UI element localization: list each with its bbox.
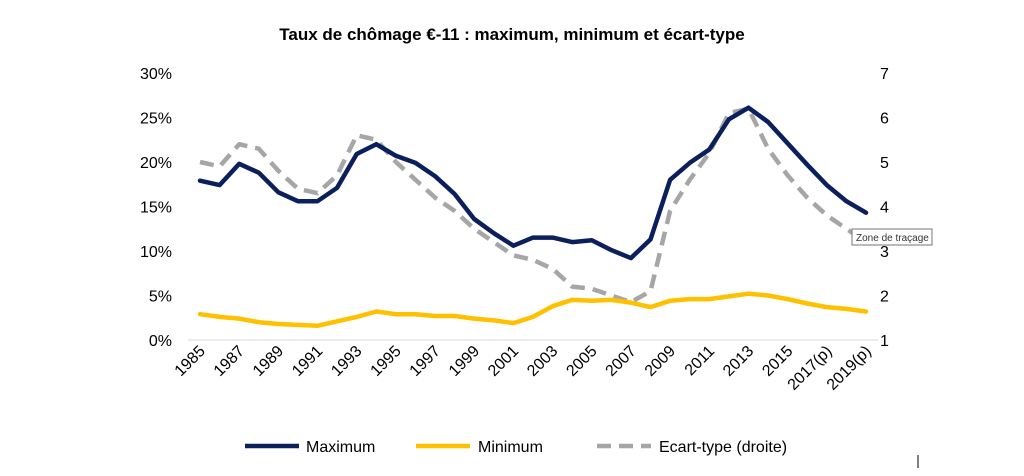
left-tick-label: 25%: [140, 111, 172, 128]
right-tick-label: 7: [880, 66, 889, 83]
plot-area-tooltip: Zone de traçage: [851, 228, 933, 246]
right-axis-ticks: 1 2 3 4 5 6 7: [880, 66, 889, 350]
x-tick-label: 1985: [172, 343, 209, 380]
series-line-maximum: [197, 105, 869, 261]
left-tick-label: 20%: [140, 155, 172, 172]
legend-label: Minimum: [478, 439, 543, 456]
x-tick-label: 1999: [446, 343, 483, 380]
x-tick-label: 1997: [407, 343, 444, 380]
left-axis-ticks: 0% 5% 10% 15% 20% 25% 30%: [140, 66, 172, 350]
chart-title: Taux de chômage €-11 : maximum, minimum …: [279, 25, 744, 44]
left-tick-label: 5%: [149, 289, 172, 306]
left-tick-label: 10%: [140, 244, 172, 261]
x-tick-label: 2001: [485, 343, 522, 380]
legend: Maximum Minimum Ecart-type (droite): [245, 439, 787, 456]
x-tick-label: 2003: [524, 343, 561, 380]
series-line-minimum: [197, 291, 869, 329]
series-line-ecart-type-droite: [199, 106, 868, 305]
x-tick-label: 2019(p): [824, 343, 875, 394]
x-tick-label: 1987: [211, 343, 248, 380]
series-layer: [197, 105, 869, 329]
right-tick-label: 4: [880, 200, 889, 217]
left-tick-label: 0%: [149, 333, 172, 350]
left-tick-label: 30%: [140, 66, 172, 83]
x-tick-label: 2011: [682, 343, 718, 379]
x-tick-label: 1993: [328, 343, 365, 380]
right-tick-label: 2: [880, 289, 889, 306]
x-tick-label: 2007: [603, 343, 640, 380]
right-tick-label: 1: [880, 333, 889, 350]
right-tick-label: 5: [880, 155, 889, 172]
tooltip-box: [851, 228, 933, 246]
left-tick-label: 15%: [140, 200, 172, 217]
x-tick-label: 2005: [563, 343, 600, 380]
right-tick-label: 3: [880, 244, 889, 261]
tooltip-label: Zone de traçage: [856, 233, 929, 244]
x-tick-label: 2013: [720, 343, 757, 380]
x-tick-label: 1989: [250, 343, 287, 380]
legend-label: Ecart-type (droite): [659, 439, 787, 456]
x-tick-label: 1991: [289, 343, 326, 380]
x-tick-label: 2009: [642, 343, 679, 380]
x-axis-ticks: 1985 1987 1989 1991 1993 1995 1997 1999 2001 2003…: [172, 343, 875, 394]
legend-label: Maximum: [306, 439, 375, 456]
right-tick-label: 6: [880, 111, 889, 128]
x-tick-label: 1995: [368, 343, 405, 380]
